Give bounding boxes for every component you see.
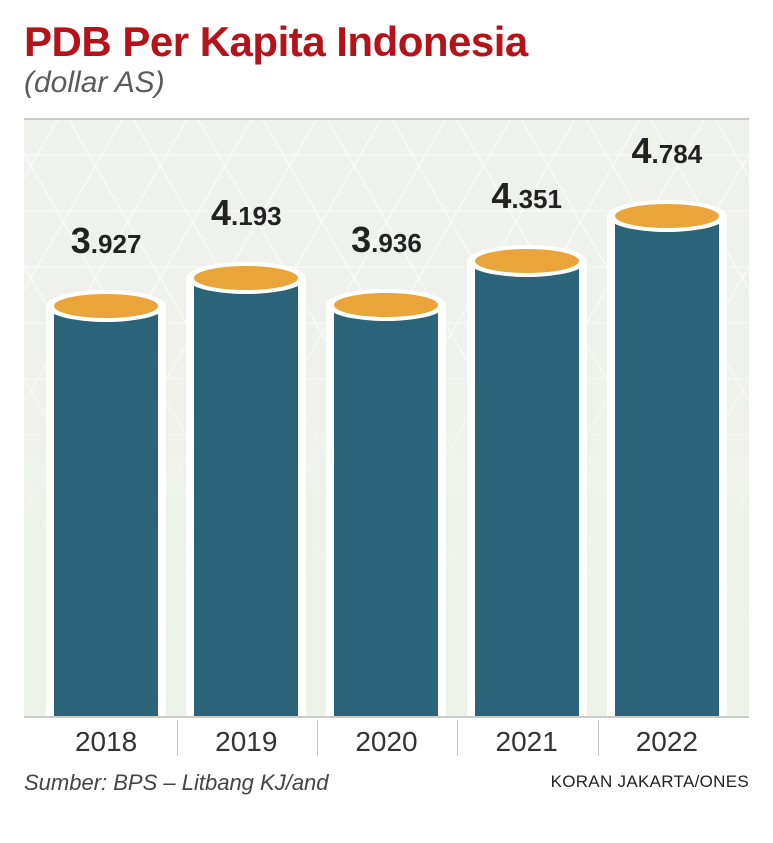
bar-value-label: 4.784 bbox=[605, 130, 729, 172]
chart-subtitle: (dollar AS) bbox=[24, 66, 749, 100]
bar-body bbox=[194, 278, 298, 716]
bar-value-label: 3.927 bbox=[44, 220, 168, 262]
chart-title: PDB Per Kapita Indonesia bbox=[24, 20, 749, 64]
chart-plot-area: 3.9274.1933.9364.3514.784 bbox=[24, 118, 749, 718]
bar-top-ellipse bbox=[475, 249, 579, 273]
bar-column: 4.351 bbox=[465, 261, 589, 716]
bar-top-ellipse bbox=[615, 204, 719, 228]
bar-cylinder bbox=[615, 216, 719, 716]
bar-body bbox=[54, 306, 158, 716]
bar-value-label: 4.193 bbox=[184, 192, 308, 234]
value-int: 4 bbox=[491, 175, 511, 216]
value-int: 3 bbox=[71, 220, 91, 261]
bar-cylinder bbox=[54, 306, 158, 716]
x-axis-label: 2018 bbox=[44, 726, 168, 758]
value-int: 3 bbox=[351, 219, 371, 260]
bar-top-ellipse bbox=[54, 294, 158, 318]
bar-value-label: 3.936 bbox=[324, 219, 448, 261]
bar-cylinder bbox=[194, 278, 298, 716]
value-dec: .927 bbox=[91, 229, 142, 259]
value-int: 4 bbox=[211, 192, 231, 233]
value-dec: .351 bbox=[511, 184, 562, 214]
value-int: 4 bbox=[632, 130, 652, 171]
bar-value-label: 4.351 bbox=[465, 175, 589, 217]
bar-group: 3.9274.1933.9364.3514.784 bbox=[24, 120, 749, 716]
bar-body bbox=[334, 305, 438, 716]
bar-cylinder bbox=[334, 305, 438, 716]
bar-body bbox=[615, 216, 719, 716]
bar-body bbox=[475, 261, 579, 716]
source-label: Sumber: BPS – Litbang KJ/and bbox=[24, 770, 329, 796]
credit-label: KORAN JAKARTA/ONES bbox=[551, 772, 749, 792]
bar-column: 4.784 bbox=[605, 216, 729, 716]
x-axis-label: 2021 bbox=[465, 726, 589, 758]
bar-column: 3.927 bbox=[44, 306, 168, 716]
bar-top-ellipse bbox=[194, 266, 298, 290]
x-axis-label: 2019 bbox=[184, 726, 308, 758]
x-axis-label: 2022 bbox=[605, 726, 729, 758]
bar-cylinder bbox=[475, 261, 579, 716]
value-dec: .784 bbox=[652, 139, 703, 169]
bar-column: 4.193 bbox=[184, 278, 308, 716]
x-axis-label: 2020 bbox=[324, 726, 448, 758]
value-dec: .193 bbox=[231, 201, 282, 231]
bar-column: 3.936 bbox=[324, 305, 448, 716]
value-dec: .936 bbox=[371, 228, 422, 258]
chart-footer: Sumber: BPS – Litbang KJ/and KORAN JAKAR… bbox=[24, 770, 749, 796]
x-axis: 2018 2019 2020 2021 2022 bbox=[24, 718, 749, 764]
